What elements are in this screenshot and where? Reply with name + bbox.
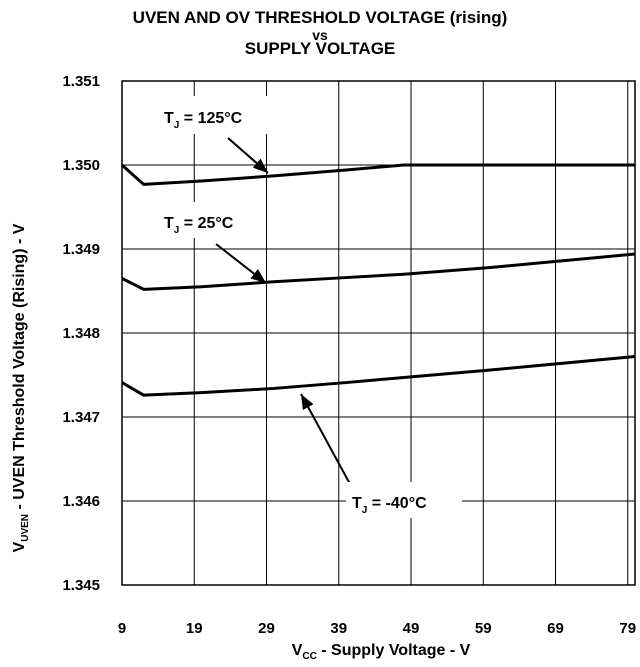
plot-frame — [121, 80, 636, 586]
series-label-minus40c: TJ = -40°C — [346, 482, 462, 518]
series-label-125c: TJ = 125°C — [156, 96, 270, 134]
chart-title-vs: vs — [312, 27, 328, 43]
arrow-25c — [215, 243, 267, 284]
x-tick-label: 49 — [403, 620, 420, 637]
x-tick-label: 9 — [118, 620, 126, 637]
x-tick-label: 69 — [547, 620, 564, 637]
arrow-head — [301, 394, 314, 411]
annotations — [215, 137, 351, 485]
y-tick-label: 1.347 — [62, 409, 100, 426]
y-axis-label: VUVEN - UVEN Threshold Voltage (Rising) … — [11, 223, 31, 552]
chart-subtitle: SUPPLY VOLTAGE — [244, 39, 396, 58]
y-tick-label: 1.349 — [62, 241, 100, 258]
y-tick-label: 1.346 — [62, 493, 100, 510]
y-tick-label: 1.345 — [62, 577, 100, 594]
arrow-shaft — [300, 393, 351, 485]
y-tick-label: 1.350 — [62, 157, 100, 174]
series-line-1 — [121, 252, 636, 291]
plot-border — [121, 80, 636, 586]
x-tick-label: 59 — [475, 620, 492, 637]
svg-text:TJ = -40°C: TJ = -40°C — [352, 495, 427, 516]
series-line-0 — [121, 163, 635, 186]
arrow-head — [250, 269, 266, 283]
svg-text:TJ = 25°C: TJ = 25°C — [164, 215, 234, 236]
y-tick-label: 1.348 — [62, 325, 100, 342]
series-line-2 — [121, 355, 636, 397]
svg-text:TJ = 125°C: TJ = 125°C — [164, 110, 243, 131]
arrow-125c — [227, 137, 269, 174]
x-tick-label: 29 — [258, 620, 275, 637]
x-tick-label: 19 — [186, 620, 203, 637]
x-tick-label: 79 — [619, 620, 636, 637]
series-label-25c: TJ = 25°C — [156, 202, 264, 238]
y-tick-label: 1.351 — [62, 73, 100, 90]
chart-title: UVEN AND OV THRESHOLD VOLTAGE (rising) — [132, 8, 508, 27]
tick-labels: 9 19 29 39 49 59 69 79 1.345 1.346 1.347 1.348 1.349… — [62, 73, 636, 637]
series-lines — [121, 163, 636, 397]
x-axis-label: VCC - Supply Voltage - V — [292, 642, 471, 662]
arrow-minus40c — [300, 393, 351, 485]
x-tick-label: 39 — [330, 620, 347, 637]
arrow-head — [252, 158, 268, 173]
